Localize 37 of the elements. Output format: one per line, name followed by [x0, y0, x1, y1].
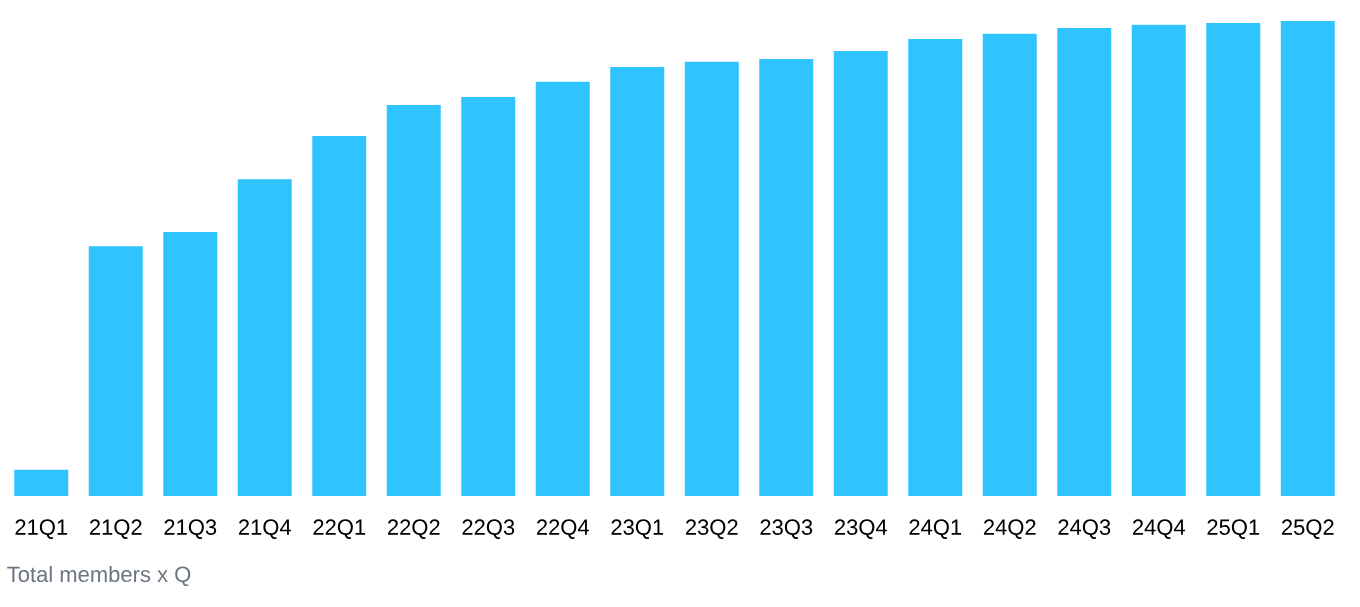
x-tick-label: 21Q4: [238, 519, 292, 539]
bar: [1206, 22, 1261, 496]
bar: [982, 33, 1037, 496]
bar: [1131, 24, 1186, 496]
bar: [759, 59, 814, 496]
x-tick-label: 24Q3: [1058, 519, 1111, 539]
x-tick-label: 23Q2: [685, 519, 738, 539]
x-tick-label: 23Q1: [611, 519, 664, 539]
x-tick-label: 22Q2: [387, 519, 440, 539]
bar: [684, 61, 739, 496]
x-tick-label: 23Q3: [760, 519, 813, 539]
x-tick-label: 21Q3: [164, 519, 217, 539]
x-tick-label: 22Q3: [462, 519, 515, 539]
bar: [1057, 28, 1112, 496]
x-tick-label: 23Q4: [834, 519, 888, 539]
bar: [88, 246, 143, 496]
x-tick-label: 21Q2: [89, 519, 142, 539]
bar: [461, 97, 516, 496]
bar: [386, 105, 441, 496]
x-tick-label: 25Q2: [1281, 519, 1334, 539]
bar: [908, 39, 963, 496]
x-tick-label: 24Q1: [909, 519, 962, 539]
bar: [535, 81, 590, 496]
bar: [1280, 21, 1335, 496]
x-tick-label: 22Q1: [313, 519, 366, 539]
x-tick-label: 24Q4: [1132, 519, 1186, 539]
x-tick-label: 21Q1: [15, 519, 68, 539]
x-tick-label: 22Q4: [536, 519, 590, 539]
text: Total members x Q: [7, 565, 191, 587]
x-tick-label: 24Q2: [983, 519, 1036, 539]
bar: [163, 231, 218, 496]
bar: [312, 135, 367, 496]
bar: [14, 469, 69, 496]
bar: [833, 50, 888, 496]
bar: [237, 179, 292, 496]
bar: [610, 67, 665, 496]
x-tick-label: 25Q1: [1207, 519, 1260, 539]
